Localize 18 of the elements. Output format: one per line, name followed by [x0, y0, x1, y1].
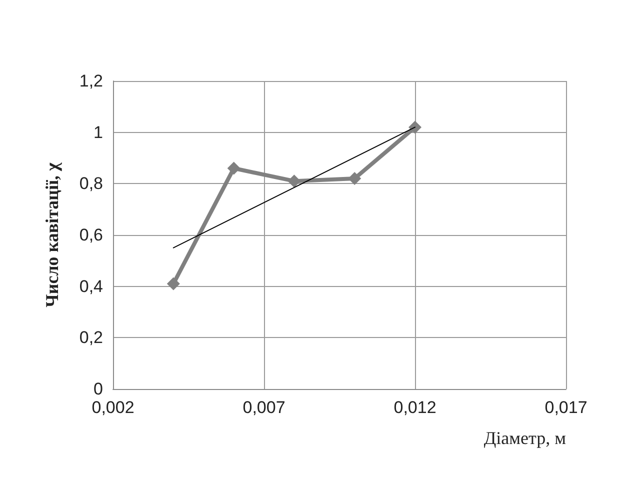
- x-tick-label: 0,012: [394, 398, 436, 417]
- x-tick-label: 0,017: [544, 398, 588, 417]
- x-tick-label: 0,002: [92, 398, 134, 417]
- x-axis-title: Діаметр, м: [484, 428, 566, 448]
- y-axis-title: Число кавітації, χ: [42, 162, 62, 308]
- y-tick-label: 0,4: [79, 276, 103, 296]
- point: [348, 172, 362, 186]
- y-tick-label: 0,8: [79, 174, 103, 194]
- point: [166, 277, 180, 290]
- y-tick-label: 0,6: [79, 226, 103, 244]
- point: [408, 120, 422, 134]
- point: [288, 174, 301, 188]
- y-tick-label: 1,2: [79, 72, 103, 90]
- y-tick-label: 0: [94, 380, 103, 398]
- point: [227, 162, 240, 175]
- x-tick-label: 0,007: [242, 398, 286, 417]
- y-tick-label: 0,2: [79, 328, 103, 348]
- y-tick-label: 1: [94, 122, 103, 142]
